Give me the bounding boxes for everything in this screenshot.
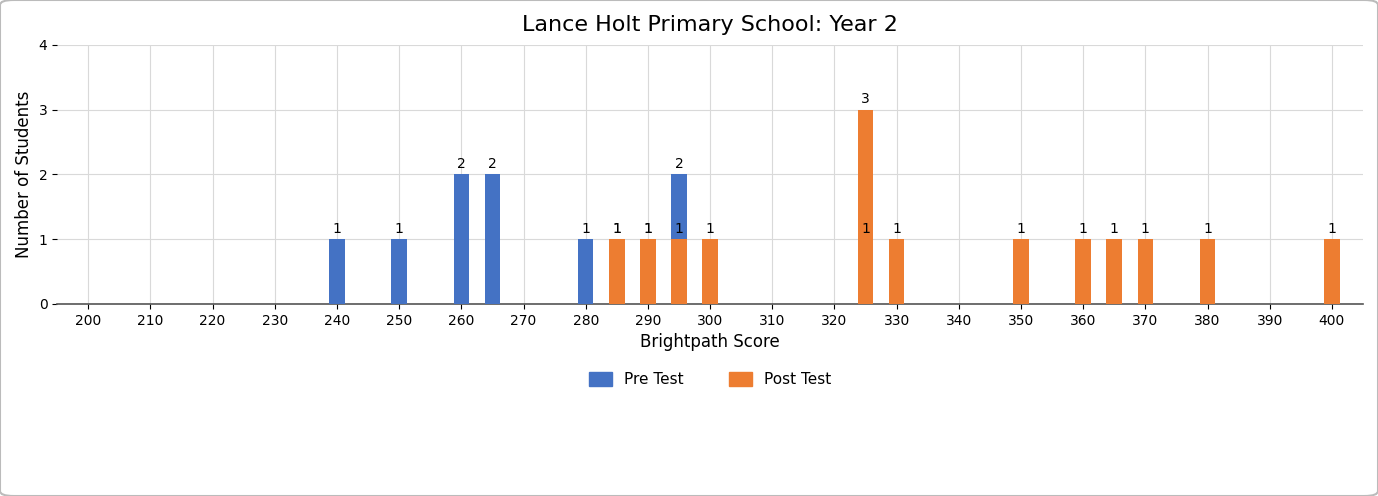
Bar	[329, 239, 344, 304]
Text: 1: 1	[612, 222, 621, 236]
Bar	[1013, 239, 1029, 304]
Text: 1: 1	[644, 222, 652, 236]
Bar	[671, 175, 686, 304]
Text: 1: 1	[582, 222, 590, 236]
Text: 1: 1	[644, 222, 652, 236]
Text: 1: 1	[1141, 222, 1149, 236]
Text: 1: 1	[1079, 222, 1087, 236]
Bar	[1075, 239, 1091, 304]
Bar	[1200, 239, 1215, 304]
Bar	[391, 239, 407, 304]
X-axis label: Brightpath Score: Brightpath Score	[641, 333, 780, 351]
Text: 2: 2	[675, 157, 683, 171]
Text: 1: 1	[1109, 222, 1119, 236]
Bar	[609, 239, 624, 304]
Text: 1: 1	[1203, 222, 1213, 236]
Bar	[641, 239, 656, 304]
Bar	[1107, 239, 1122, 304]
Text: 1: 1	[706, 222, 715, 236]
Text: 1: 1	[861, 222, 870, 236]
Text: 1: 1	[892, 222, 901, 236]
Bar	[609, 239, 624, 304]
Bar	[485, 175, 500, 304]
Y-axis label: Number of Students: Number of Students	[15, 91, 33, 258]
Bar	[671, 239, 686, 304]
Text: 1: 1	[1017, 222, 1025, 236]
Text: 1: 1	[332, 222, 342, 236]
Text: 1: 1	[612, 222, 621, 236]
Text: 1: 1	[1327, 222, 1337, 236]
Bar	[1138, 239, 1153, 304]
Text: 3: 3	[861, 92, 870, 106]
Bar	[577, 239, 594, 304]
Text: 2: 2	[488, 157, 497, 171]
Text: 1: 1	[675, 222, 683, 236]
Text: 2: 2	[457, 157, 466, 171]
Bar	[703, 239, 718, 304]
Bar	[857, 239, 874, 304]
Bar	[889, 239, 904, 304]
Text: 1: 1	[394, 222, 404, 236]
Bar	[1324, 239, 1339, 304]
Bar	[453, 175, 469, 304]
Title: Lance Holt Primary School: Year 2: Lance Holt Primary School: Year 2	[522, 15, 898, 35]
Legend: Pre Test, Post Test: Pre Test, Post Test	[582, 364, 839, 395]
Bar	[641, 239, 656, 304]
Bar	[857, 110, 874, 304]
